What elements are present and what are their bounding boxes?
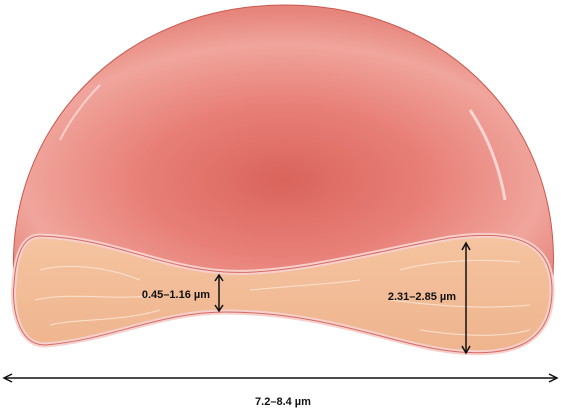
- texture: [34, 259, 531, 336]
- diameter-label: 7.2–8.4 µm: [255, 396, 311, 408]
- thick-thickness-label: 2.31–2.85 µm: [388, 291, 456, 303]
- cross-section-edge: [13, 234, 553, 354]
- highlight: [59, 84, 101, 141]
- highlight: [468, 109, 507, 201]
- cell-surface: [12, 4, 554, 289]
- thin-thickness-label: 0.45–1.16 µm: [142, 289, 210, 301]
- dimension-arrows: [2, 241, 559, 383]
